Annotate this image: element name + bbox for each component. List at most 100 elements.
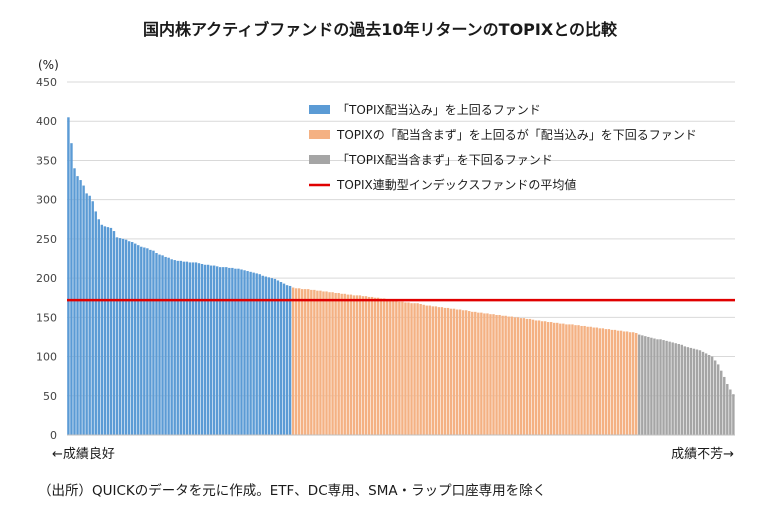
bar [215,266,219,435]
bar [440,307,444,435]
bar [653,338,656,435]
bar [662,340,665,435]
bar [115,237,119,435]
y-tick-label: 400 [36,115,57,128]
bar [182,261,186,435]
bar [659,339,662,435]
y-tick-label: 350 [36,154,57,167]
bar [222,267,225,435]
bar [197,263,201,435]
bar [683,346,687,435]
bar [164,256,167,435]
bar [273,278,277,435]
bar [644,336,647,435]
bar [364,296,368,435]
bar [97,219,100,435]
bar [631,332,635,435]
bar [729,389,732,435]
bar [370,296,374,435]
bar [723,376,726,435]
right-performance-note: 成績不芳→ [671,447,734,462]
legend-label: 「TOPIX配当含まず」を下回るファンド [337,152,553,167]
bar [143,247,146,435]
bar [692,348,696,435]
y-tick-label: 0 [50,429,57,442]
bar [443,307,447,435]
bar [707,354,711,435]
bar [185,261,189,435]
bar [471,311,474,435]
bar [140,246,143,435]
bar [674,343,677,435]
bar [516,317,520,435]
bar [118,238,122,435]
bar [82,185,85,435]
bar [713,360,717,435]
bar [188,262,192,435]
bar [346,294,349,435]
bar [288,285,292,435]
bar [455,309,459,435]
bar [458,309,462,435]
bar [389,299,392,435]
bar [231,267,234,435]
bar [546,322,550,435]
bar [704,353,708,435]
bar [267,277,271,435]
y-tick-label: 200 [36,272,57,285]
bar [310,289,313,435]
bar [379,298,383,435]
bar [701,351,705,435]
bar [616,330,620,435]
bar [401,301,404,435]
bar [677,344,680,435]
bar [647,336,650,435]
bar [176,260,179,435]
y-tick-label: 300 [36,194,57,207]
bar [279,282,283,435]
bar [376,297,380,435]
bar [434,306,438,435]
bar [152,250,155,435]
y-tick-label: 150 [36,311,57,324]
bar [322,291,325,435]
y-tick-label: 250 [36,233,57,246]
bar [525,318,529,435]
source-note: （出所）QUICKのデータを元に作成。ETF、DC専用、SMA・ラップ口座専用を… [38,483,547,499]
bar [258,274,261,435]
bar [534,320,538,435]
bar [656,339,659,435]
bar [598,328,601,435]
bar [498,314,501,435]
bar [361,296,365,435]
bar [349,294,353,435]
y-tick-label: 100 [36,351,57,364]
bar [531,319,535,435]
bar [583,325,586,435]
bar [392,300,395,435]
y-tick-label: 450 [36,76,57,89]
bar [540,321,544,435]
bar [461,310,465,435]
bar [416,303,419,435]
bar [307,289,310,435]
bar [173,260,176,435]
chart-title: 国内株アクティブファンドの過去10年リターンのTOPIXとの比較 [142,20,618,39]
bar [543,321,547,435]
bar [246,271,249,435]
bar [130,242,134,435]
bar [264,276,267,435]
bar [219,267,222,435]
bar [398,301,401,435]
bar [641,335,644,435]
bar [428,305,431,435]
bar [85,193,88,435]
bar [112,231,116,435]
bar [134,243,137,435]
bar [489,314,492,435]
bar [121,238,125,435]
bar [577,325,580,435]
bar [319,290,322,435]
bar [261,275,264,435]
